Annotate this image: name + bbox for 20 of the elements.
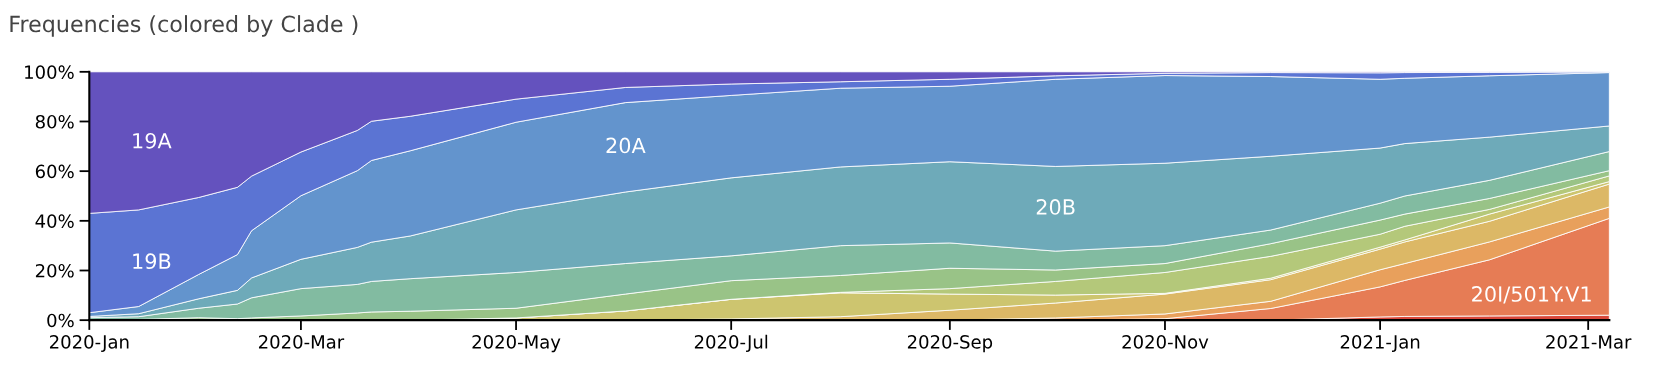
x-tick-label: 2021-Jan <box>1340 335 1420 353</box>
y-tick-label: 60% <box>35 164 74 179</box>
y-tick-label: 80% <box>35 114 74 129</box>
series-label: 19A <box>133 132 172 149</box>
series-label: 20B <box>1036 199 1075 215</box>
y-tick-label: 40% <box>35 214 74 228</box>
series-label: 20A <box>606 137 646 154</box>
y-tick-label: 20% <box>35 263 74 278</box>
series-label: 20I/501Y.V1 <box>1472 286 1591 304</box>
y-tick-label: 100% <box>25 65 74 79</box>
x-tick-label: 2020-Mar <box>258 335 345 349</box>
chart-title: Frequencies (colored by Clade ) <box>10 15 358 37</box>
x-tick-label: 2020-Jul <box>694 334 768 353</box>
y-tick-label: 0% <box>47 313 74 328</box>
series-label: 19B <box>133 253 171 270</box>
x-tick-label: 2020-Nov <box>1122 335 1209 349</box>
x-tick-label: 2021-Mar <box>1546 335 1632 349</box>
x-tick-label: 2020-May <box>472 335 561 353</box>
x-tick-label: 2020-Jan <box>49 335 129 353</box>
x-tick-label: 2020-Sep <box>907 335 993 353</box>
